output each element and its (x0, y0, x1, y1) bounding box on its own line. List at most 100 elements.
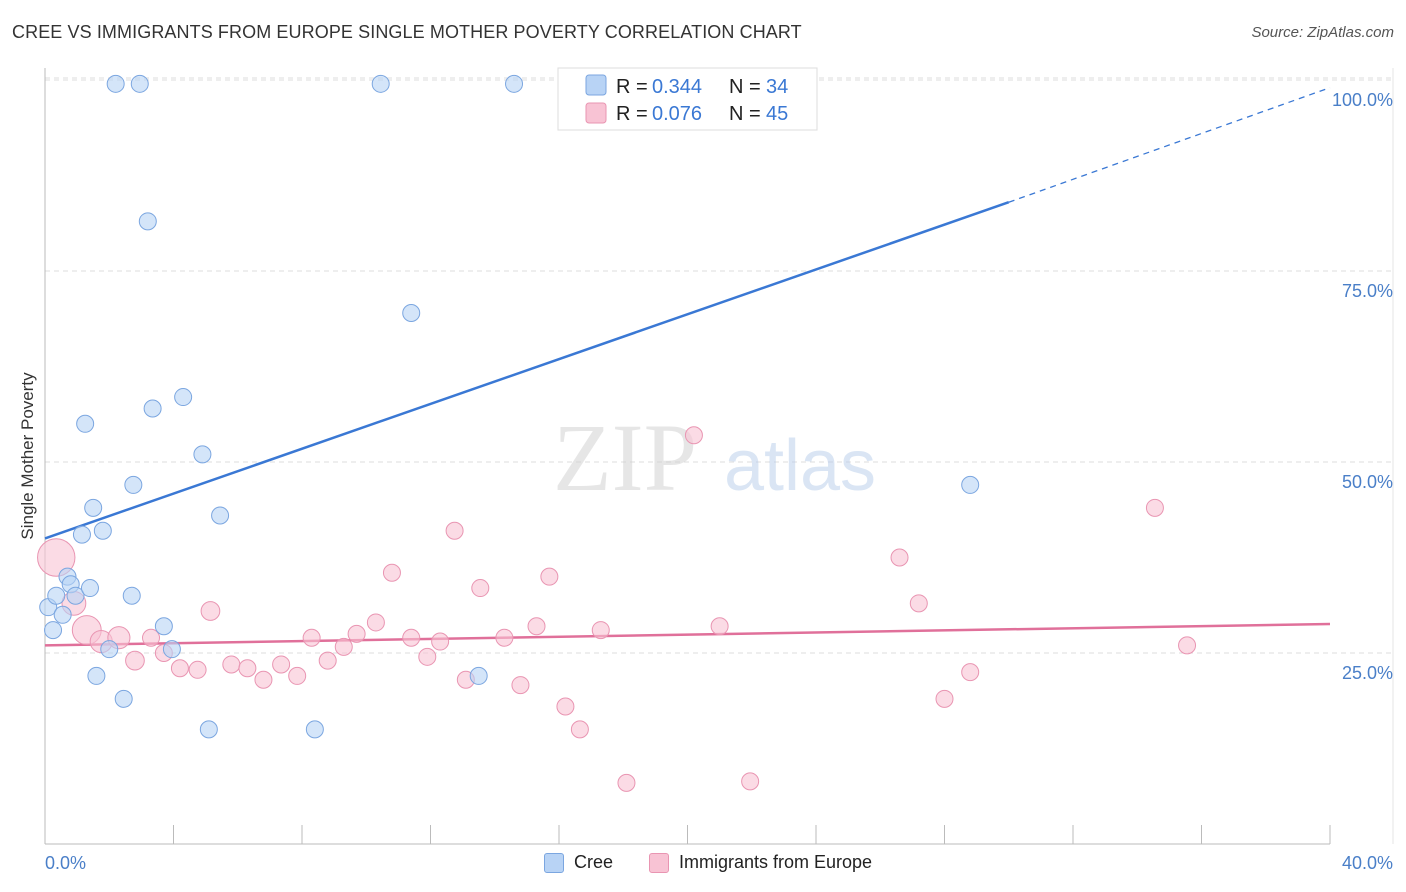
cree-trend-line (44, 201, 1010, 540)
europe-trend-line (44, 622, 1331, 647)
legend-cree-swatch (585, 74, 607, 96)
legend-r-label: R = (616, 103, 648, 125)
cree-point (162, 640, 181, 659)
y-tick-label: 75.0% (1342, 281, 1393, 301)
cree-point (199, 720, 218, 739)
europe-point (431, 632, 450, 651)
europe-point (125, 650, 145, 671)
europe-point (617, 773, 636, 792)
cree-point (93, 521, 112, 540)
bottom-legend: Cree Immigrants from Europe (0, 852, 1406, 878)
europe-point (366, 613, 385, 632)
cree-point (130, 74, 149, 93)
europe-point (382, 563, 401, 582)
cree-point (143, 399, 162, 418)
cree-point (80, 579, 99, 598)
europe-point (302, 628, 321, 647)
europe-point (272, 655, 291, 674)
legend-europe-r: 0.076 (652, 103, 702, 125)
europe-point (142, 628, 161, 647)
y-tick-label: 50.0% (1342, 472, 1393, 492)
watermark-zip: ZIP (553, 404, 697, 511)
bottom-legend-europe-label: Immigrants from Europe (679, 852, 873, 872)
europe-point (445, 521, 464, 540)
europe-point (37, 538, 76, 577)
cree-point (124, 475, 143, 494)
cree-point (122, 586, 141, 605)
cree-point (469, 666, 488, 685)
europe-point (909, 594, 928, 613)
cree-point (47, 586, 66, 605)
axes (44, 68, 1331, 845)
tick-labels: 25.0% 50.0% 75.0% 100.0% 0.0% 40.0% (45, 90, 1393, 873)
cree-point (138, 212, 157, 231)
legend-cree-r: 0.344 (652, 76, 702, 98)
europe-point (238, 659, 257, 678)
trend-lines (44, 87, 1331, 647)
cree-point (154, 617, 173, 636)
cree-point (114, 689, 133, 708)
cree-point (174, 388, 193, 407)
cree-point (305, 720, 324, 739)
europe-swatch (649, 852, 669, 873)
cree-point (402, 304, 421, 323)
legend-cree-n: 34 (766, 76, 788, 98)
europe-point (511, 676, 530, 695)
legend-europe-swatch (585, 102, 607, 124)
europe-point (495, 628, 514, 647)
cree-point (106, 74, 125, 93)
cree-point (211, 506, 230, 525)
gridlines (45, 68, 1394, 844)
bottom-legend-cree-label: Cree (574, 852, 614, 872)
europe-point (527, 617, 546, 636)
cree-point (193, 445, 212, 464)
europe-point (556, 697, 575, 716)
source-credit: Source: ZipAtlas.com (1251, 24, 1394, 41)
watermark: ZIP atlas (553, 404, 876, 511)
y-axis-label: Single Mother Poverty (18, 372, 37, 540)
europe-point (961, 663, 980, 682)
watermark-atlas: atlas (724, 426, 876, 506)
cree-point (87, 666, 106, 685)
cree-point (76, 414, 95, 433)
cree-point (72, 525, 91, 544)
europe-point (890, 548, 909, 567)
europe-point (318, 651, 337, 670)
europe-point (188, 660, 207, 679)
cree-point (84, 498, 103, 517)
cree-point (66, 586, 85, 605)
cree-point (371, 74, 390, 93)
europe-point (570, 720, 589, 739)
legend-europe-n: 45 (766, 103, 788, 125)
europe-point (222, 655, 241, 674)
y-tick-label: 25.0% (1342, 663, 1393, 683)
cree-point (961, 475, 980, 494)
y-tick-label: 100.0% (1332, 90, 1393, 110)
europe-point (200, 601, 221, 621)
stats-legend: R = 0.344 N = 34 R = 0.076 N = 45 (557, 67, 818, 131)
europe-point (540, 567, 559, 586)
europe-point (170, 659, 189, 678)
europe-point (254, 670, 273, 689)
europe-point (471, 579, 490, 598)
bottom-legend-cree: Cree (544, 852, 613, 873)
chart-title: CREE VS IMMIGRANTS FROM EUROPE SINGLE MO… (12, 22, 802, 42)
legend-n-label: N = (729, 103, 761, 125)
cree-point (44, 621, 63, 640)
europe-point (418, 647, 437, 666)
europe-point (288, 666, 307, 685)
europe-point (710, 617, 729, 636)
europe-point (741, 772, 760, 791)
legend-r-label: R = (616, 76, 648, 98)
bottom-legend-europe: Immigrants from Europe (649, 852, 872, 873)
cree-point (53, 605, 72, 624)
x-tick-label: 40.0% (1342, 853, 1393, 873)
europe-point (935, 689, 954, 708)
cree-swatch (544, 852, 564, 873)
cree-trend-extension (1008, 87, 1331, 203)
europe-point (347, 624, 366, 643)
europe-point (1178, 636, 1197, 655)
europe-point (591, 621, 610, 640)
legend-n-label: N = (729, 76, 761, 98)
